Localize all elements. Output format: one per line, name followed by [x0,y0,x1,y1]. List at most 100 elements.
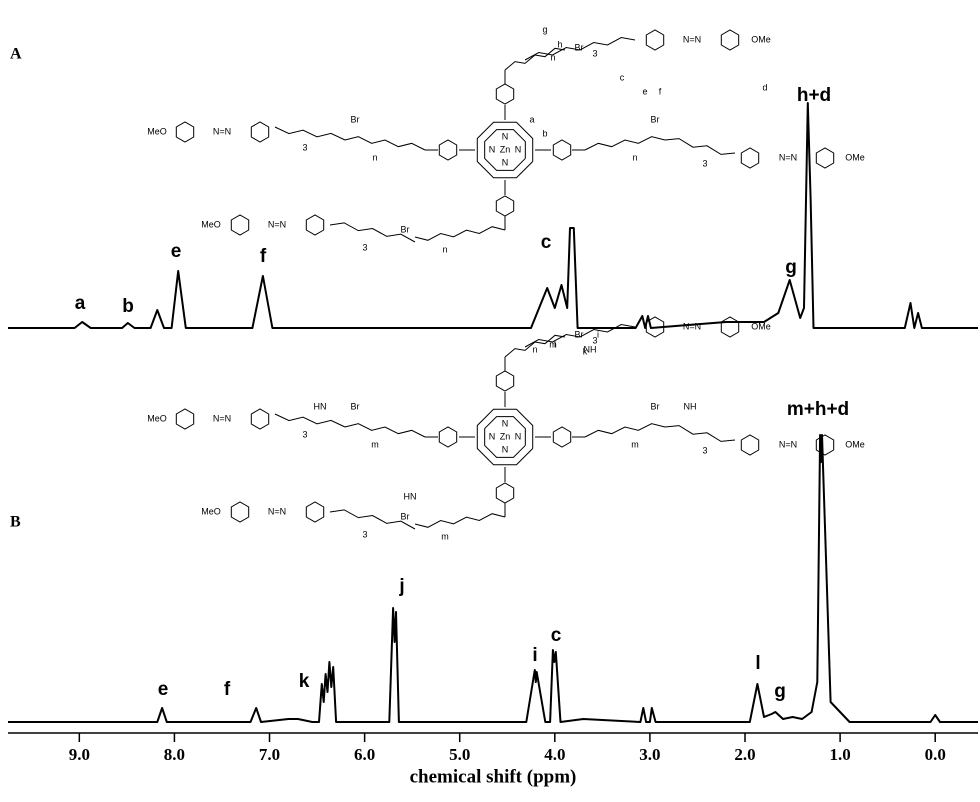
phenyl-ring [230,214,250,236]
spectrum-line [8,434,978,723]
structure-label: N=N [683,321,701,331]
phenyl-ring [305,214,325,236]
phenyl-ring [438,139,458,161]
structure-label: d [762,82,767,92]
peak-label: b [122,296,134,317]
x-axis-title: chemical shift (ppm) [410,766,577,787]
bond [476,121,534,179]
x-tick-label: 0.0 [925,745,946,764]
structure-label: Br [651,114,660,124]
structure-label: l [554,339,556,349]
bond [344,423,426,438]
peak-label: l [755,653,760,674]
peak-label: m+h+d [787,399,849,420]
panel-label: B [10,514,21,531]
structure-label: 3 [702,445,707,455]
phenyl-ring [495,83,515,105]
x-tick-label: 4.0 [544,745,565,764]
phenyl-ring [305,501,325,523]
peak-label: a [75,293,86,314]
structure-label: 3 [362,242,367,252]
structure-label: N [489,144,496,154]
structure-label: Zn [500,431,511,441]
bond [329,509,416,530]
phenyl-ring [230,501,250,523]
structure-label: c [620,72,625,82]
peak-label: i [532,645,537,666]
bond [274,126,346,141]
bond [414,513,506,528]
structure-label: h [557,39,562,49]
peak-label: c [541,232,552,253]
peak-label: g [785,257,797,278]
phenyl-ring [495,482,515,504]
structure-label: Br [401,224,410,234]
structure-label: OMe [751,34,771,44]
phenyl-ring [552,426,572,448]
phenyl-ring [740,434,760,456]
structure-label: N=N [213,126,231,136]
x-tick-label: 6.0 [354,745,375,764]
bond [524,36,636,61]
x-tick-label: 8.0 [164,745,185,764]
peak-label: h+d [797,85,831,106]
structure-label: N [502,418,509,428]
structure-label: N [515,144,522,154]
structure-label: m [549,339,557,349]
structure-label: Br [351,114,360,124]
x-tick-label: 7.0 [259,745,280,764]
structure-label: i [597,329,599,339]
structure-label: N [502,444,509,454]
peak-label: j [398,576,404,597]
bond [329,222,416,243]
bond [344,136,426,151]
structure-label: n [532,344,537,354]
structure-label: OMe [751,321,771,331]
phenyl-ring [552,139,572,161]
phenyl-ring [175,121,195,143]
bond [664,425,736,442]
structure-label: MeO [147,126,167,136]
structure-label: 3 [592,48,597,58]
structure-label: Br [575,42,584,52]
x-tick-label: 3.0 [639,745,660,764]
structure-label: N=N [213,413,231,423]
structure-label: 3 [702,158,707,168]
structure-label: NH [684,401,697,411]
x-tick-label: 5.0 [449,745,470,764]
structure-label: e [642,86,647,96]
bond [274,413,346,428]
phenyl-ring [438,426,458,448]
peak-label: k [299,671,310,692]
phenyl-ring [175,408,195,430]
peak-label: c [551,625,562,646]
phenyl-ring [250,408,270,430]
spectrum-line [8,102,978,329]
phenyl-ring [495,195,515,217]
structure-label: Br [575,329,584,339]
bond [524,323,636,348]
structure-label: N [489,431,496,441]
structure-label: 3 [362,529,367,539]
phenyl-ring [250,121,270,143]
structure-label: n [632,152,637,162]
peak-label: f [260,246,267,267]
peak-label: f [224,679,231,700]
bond [414,226,506,241]
phenyl-ring [815,147,835,169]
phenyl-ring [720,29,740,51]
phenyl-ring [740,147,760,169]
structure-label: HN [404,491,417,501]
structure-label: N=N [268,219,286,229]
structure-label: Zn [500,144,511,154]
structure-label: N [515,431,522,441]
structure-label: 3 [302,142,307,152]
structure-label: 3 [302,429,307,439]
structure-label: Br [401,511,410,521]
structure-label: n [550,52,555,62]
structure-label: f [659,86,662,96]
panel-label: A [10,46,22,63]
structure-label: N [502,131,509,141]
